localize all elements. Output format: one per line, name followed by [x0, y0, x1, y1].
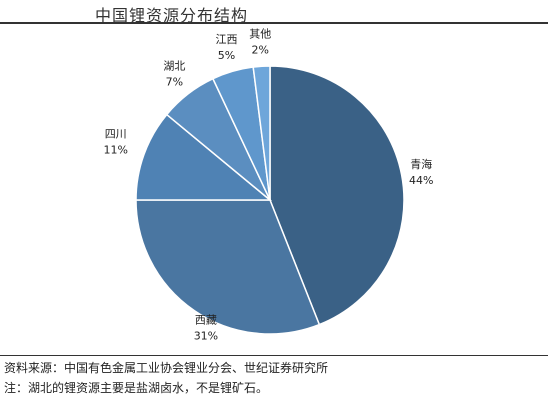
slice-percent-label: 31% [194, 330, 218, 343]
slice-percent-label: 5% [218, 49, 235, 62]
slice-label: 其他 [249, 27, 271, 40]
pie-slice [252, 65, 271, 201]
slice-label: 四川 [105, 127, 127, 140]
pie-slice [135, 113, 273, 201]
title-divider [0, 22, 548, 24]
pie-chart: 青海 44% 西藏 31% 四川 11% 湖北 7% 江西 5% 其他 2% [103, 27, 433, 343]
slice-label: 湖北 [163, 60, 185, 73]
slice-percent-label: 7% [166, 76, 183, 89]
slice-percent-label: 44% [409, 174, 433, 187]
slice-label: 青海 [410, 157, 432, 171]
pie-slice [135, 199, 321, 335]
note-text: 注：湖北的锂资源主要是盐湖卤水，不是锂矿石。 [4, 381, 269, 395]
slice-percent-label: 2% [251, 43, 268, 56]
footer-divider [0, 355, 548, 356]
slice-label: 西藏 [195, 314, 217, 327]
chart-title: 中国锂资源分布结构 [95, 6, 249, 25]
slice-label: 江西 [215, 33, 237, 46]
slice-percent-label: 11% [103, 143, 127, 156]
source-text: 资料来源：中国有色金属工业协会锂业分会、世纪证券研究所 [4, 361, 329, 375]
pie-slice [269, 65, 405, 326]
